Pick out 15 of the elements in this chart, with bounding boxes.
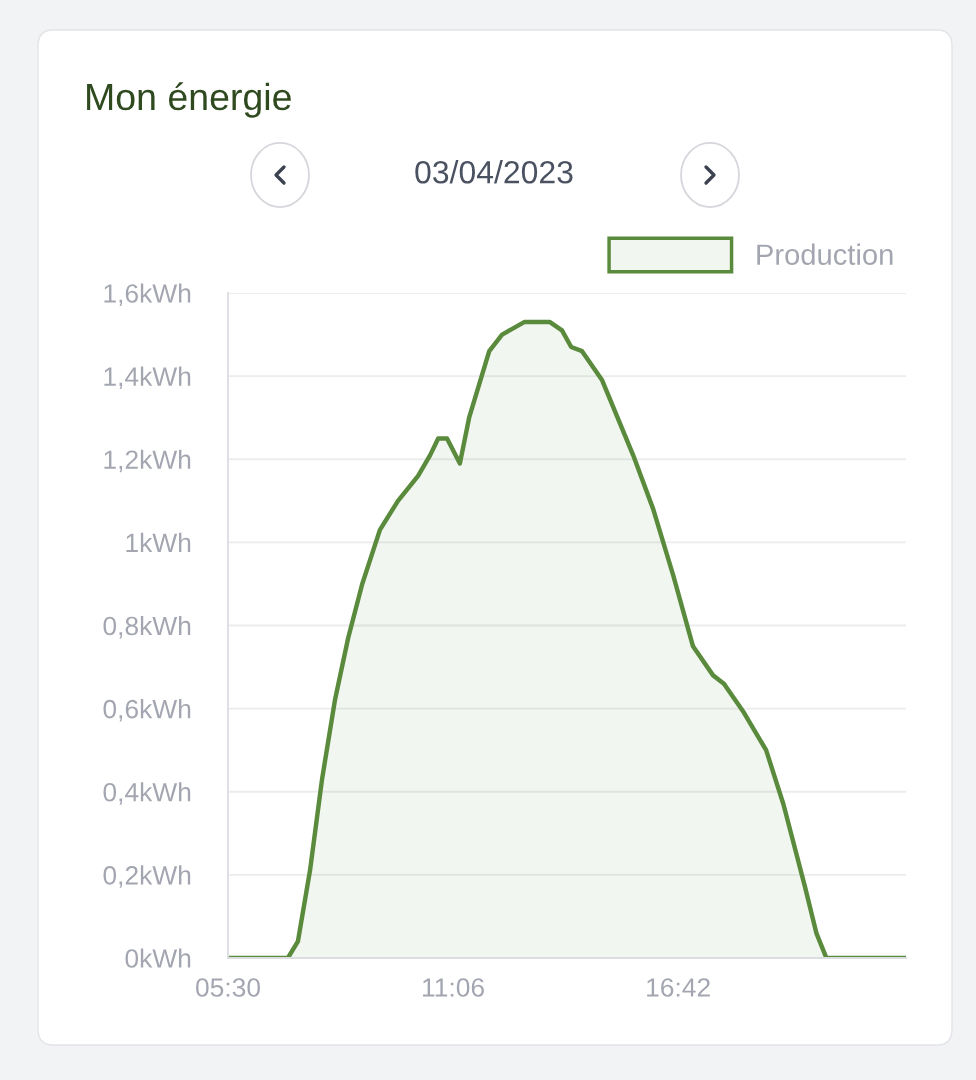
y-tick-label: 0kWh xyxy=(125,948,191,968)
y-tick-label: 1,6kWh xyxy=(104,283,191,306)
x-tick-label: 05:30 xyxy=(196,978,260,997)
chart-subtitle: 03/04/2023 xyxy=(415,160,573,184)
chart-title: Mon énergie xyxy=(87,82,291,118)
x-tick-label: 11:06 xyxy=(423,978,484,997)
y-tick-label: 0,8kWh xyxy=(103,615,191,639)
y-tick-label: 0,6kWh xyxy=(103,699,191,722)
y-tick-label: 1,4kWh xyxy=(104,366,191,390)
legend-label: Production xyxy=(757,243,893,265)
x-tick-label: 16:42 xyxy=(647,978,710,997)
y-tick-label: 1,2kWh xyxy=(104,449,191,473)
y-tick-label: 0,4kWh xyxy=(103,782,191,805)
y-tick-label: 0,2kWh xyxy=(103,865,191,888)
y-tick-label: 1kWh xyxy=(126,532,191,552)
